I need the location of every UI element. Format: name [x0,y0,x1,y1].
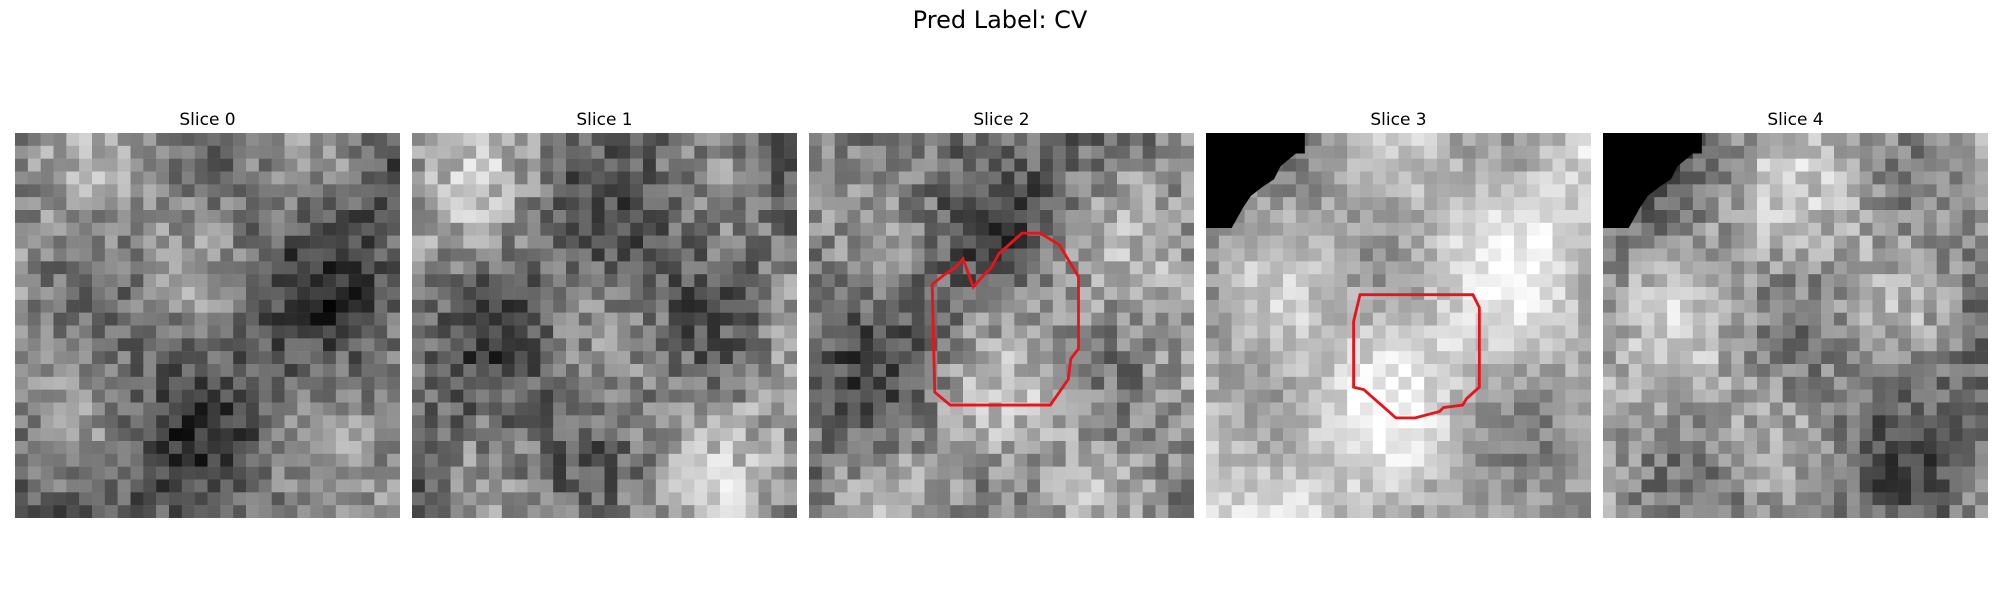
slice-panel-0: Slice 0 [15,107,400,518]
corner-mask [1206,133,1305,228]
figure-title: Pred Label: CV [912,6,1088,34]
slice-image-1 [412,133,797,518]
slice-title-4: Slice 4 [1767,110,1824,130]
slice-panel-3: Slice 3 [1206,107,1591,518]
segmentation-contour [930,231,1080,407]
slice-title-2: Slice 2 [973,110,1030,130]
slice-panel-2: Slice 2 [809,107,1194,518]
slice-image-2 [809,133,1194,518]
slice-image-3 [1206,133,1591,518]
slice-panel-4: Slice 4 [1603,107,1988,518]
slice-title-1: Slice 1 [576,110,633,130]
slice-image-4 [1603,133,1988,518]
slice-title-3: Slice 3 [1370,110,1427,130]
corner-mask [1603,133,1702,228]
slice-image-0 [15,133,400,518]
slice-panel-1: Slice 1 [412,107,797,518]
slice-title-0: Slice 0 [179,110,236,130]
segmentation-contour [1352,293,1481,420]
